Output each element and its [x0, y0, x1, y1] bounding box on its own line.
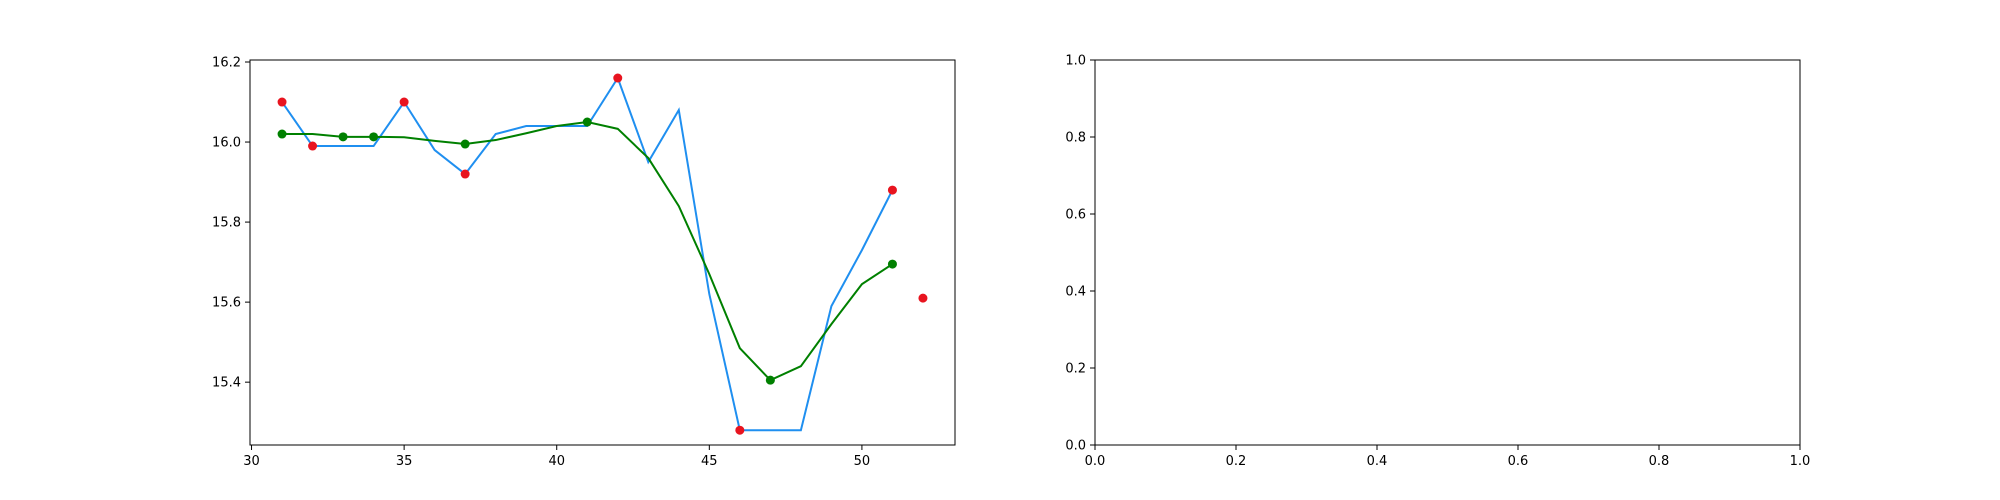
scatter-point-3-7 — [918, 293, 928, 303]
x-tick-label: 50 — [854, 454, 871, 469]
y-tick-label: 0.4 — [1065, 285, 1086, 300]
axes-frame — [1094, 59, 1801, 446]
y-tick-label: 15.6 — [212, 296, 241, 311]
left-chart-axes: 30 35 40 45 50 15.4 15.6 15.8 16.0 16.2 — [212, 56, 956, 469]
x-tick-label: 0.4 — [1367, 454, 1388, 469]
x-tick-label: 0.6 — [1508, 454, 1529, 469]
x-tick-label: 0.0 — [1085, 454, 1106, 469]
x-tick-label: 0.8 — [1649, 454, 1670, 469]
x-tick-label: 1.0 — [1790, 454, 1811, 469]
series-line-1 — [282, 121, 893, 382]
right-chart-axes: 0.0 0.2 0.4 0.6 0.8 1.0 0.0 0.2 0.4 0.6 0.8 1.0 — [1065, 54, 1810, 470]
y-tick-label: 16.2 — [212, 56, 241, 71]
series-line-0 — [281, 75, 894, 432]
y-tick-label: 15.4 — [212, 376, 241, 391]
x-tick-label: 30 — [243, 454, 260, 469]
scatter-point-3-1 — [308, 141, 318, 151]
y-tick-label: 0.2 — [1065, 362, 1086, 377]
x-tick-label: 40 — [548, 454, 565, 469]
scatter-point-3-6 — [887, 185, 897, 195]
scatter-point-2-6 — [887, 259, 897, 269]
x-tick-label: 0.2 — [1226, 454, 1247, 469]
y-tick-label: 1.0 — [1065, 54, 1086, 69]
scatter-point-2-5 — [765, 375, 775, 385]
y-tick-label: 0.6 — [1065, 208, 1086, 223]
scatter-point-2-2 — [369, 132, 379, 142]
y-tick-label: 16.0 — [212, 136, 241, 151]
y-tick-label: 0.8 — [1065, 131, 1086, 146]
y-tick-label: 15.8 — [212, 216, 241, 231]
scatter-point-3-2 — [399, 97, 409, 107]
scatter-point-2-3 — [460, 139, 470, 149]
scatter-point-3-0 — [277, 97, 287, 107]
scatter-point-3-3 — [460, 169, 470, 179]
axes-frame — [249, 59, 956, 446]
scatter-point-3-4 — [613, 73, 623, 83]
x-tick-label: 35 — [396, 454, 413, 469]
y-tick-label: 0.0 — [1065, 439, 1086, 454]
scatter-point-2-0 — [277, 129, 287, 139]
scatter-point-2-4 — [582, 117, 592, 127]
scatter-point-3-5 — [735, 425, 745, 435]
x-tick-label: 45 — [701, 454, 718, 469]
scatter-point-2-1 — [338, 132, 348, 142]
